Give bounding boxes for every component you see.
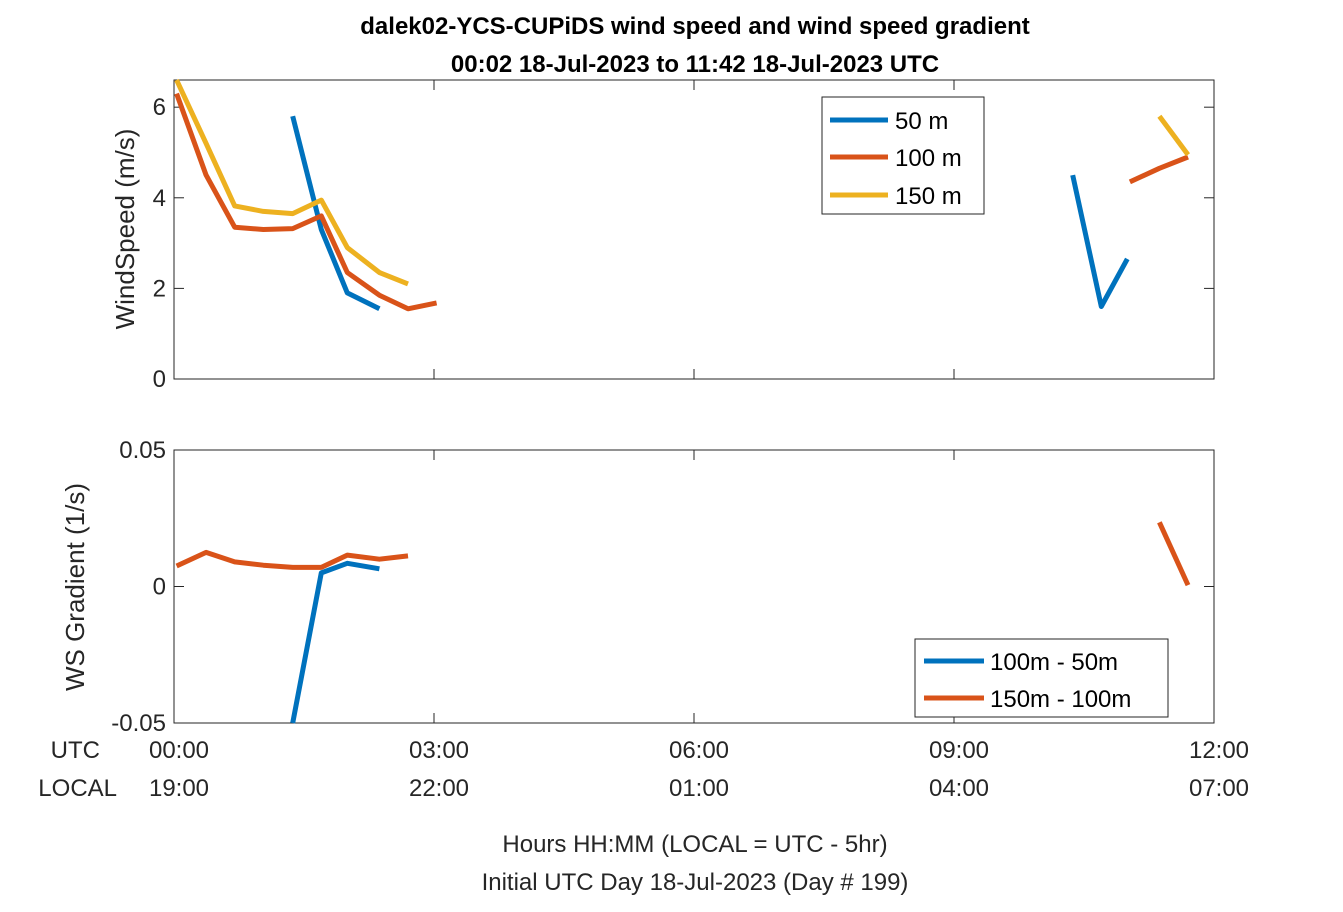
windspeed-y-ticks: 0 2 4 6 — [153, 94, 1214, 393]
gradient-legend: 100m - 50m 150m - 100m — [914, 638, 1169, 718]
legend-label-150m: 150 m — [895, 183, 962, 210]
utc-tick-label: 09:00 — [929, 737, 989, 764]
local-tick-label: 19:00 — [149, 775, 209, 802]
windspeed-series — [174, 78, 1191, 312]
gradient-series — [175, 521, 1191, 724]
utc-row-label: UTC — [51, 737, 100, 764]
windspeed-series-1-line-segment-0 — [174, 92, 438, 312]
windspeed-series-0-line-segment-1 — [1070, 174, 1130, 309]
gradient-y-ticks: -0.05 0 0.05 — [111, 437, 1214, 737]
local-tick-label: 04:00 — [929, 775, 989, 802]
gradient-series-1-line-segment-0 — [175, 549, 409, 570]
utc-tick-label: 06:00 — [669, 737, 729, 764]
windspeed-series-1-line-segment-1 — [1128, 154, 1189, 185]
windspeed-series-2-line-segment-1 — [1157, 114, 1191, 157]
utc-tick-label: 12:00 — [1189, 737, 1249, 764]
utc-tick-labels: 00:00 03:00 06:00 09:00 12:00 — [149, 737, 1249, 764]
utc-tick-label: 00:00 — [149, 737, 209, 764]
local-tick-label: 07:00 — [1189, 775, 1249, 802]
utc-tick-label: 03:00 — [409, 737, 469, 764]
legend-label-50m: 50 m — [895, 108, 948, 135]
gradient-y-axis-label: WS Gradient (1/s) — [60, 483, 90, 691]
legend-label-150m-100m: 150m - 100m — [990, 686, 1131, 713]
local-row-label: LOCAL — [38, 775, 117, 802]
gradient-series-1-line-segment-1 — [1157, 521, 1191, 587]
x-axis-label-line2: Initial UTC Day 18-Jul-2023 (Day # 199) — [482, 869, 909, 896]
x-axis-label-line1: Hours HH:MM (LOCAL = UTC - 5hr) — [502, 831, 887, 858]
chart-title-line1: dalek02-YCS-CUPiDS wind speed and wind s… — [360, 13, 1029, 40]
gradient-y-tick-label: -0.05 — [111, 710, 166, 737]
windspeed-series-2-line-segment-0 — [174, 78, 409, 287]
local-tick-labels: 19:00 22:00 01:00 04:00 07:00 — [149, 775, 1249, 802]
windspeed-axes: 0 2 4 6 WindSpeed (m/s) 50 m 100 m 150 m — [110, 78, 1215, 393]
legend-label-100m: 100 m — [895, 145, 962, 172]
local-tick-label: 22:00 — [409, 775, 469, 802]
chart-title-line2: 00:02 18-Jul-2023 to 11:42 18-Jul-2023 U… — [451, 51, 939, 78]
local-tick-label: 01:00 — [669, 775, 729, 802]
windspeed-y-tick-label: 0 — [153, 366, 166, 393]
windspeed-y-tick-label: 2 — [153, 275, 166, 302]
windspeed-y-axis-label: WindSpeed (m/s) — [110, 129, 140, 330]
gradient-legend-box — [914, 638, 1169, 718]
windspeed-x-ticks — [173, 80, 1215, 379]
windspeed-plot-area — [173, 79, 1215, 380]
windspeed-y-tick-label: 6 — [153, 94, 166, 121]
windspeed-y-tick-label: 4 — [153, 185, 166, 212]
windspeed-series-0-line-segment-0 — [290, 115, 381, 312]
windspeed-legend: 50 m 100 m 150 m — [821, 96, 985, 215]
legend-label-100m-50m: 100m - 50m — [990, 649, 1118, 676]
gradient-y-tick-label: 0 — [153, 574, 166, 601]
gradient-axes: -0.05 0 0.05 WS Gradient (1/s) 100m - 50m … — [60, 437, 1215, 737]
gradient-series-0-line-segment-0 — [290, 560, 380, 724]
gradient-y-tick-label: 0.05 — [119, 437, 166, 464]
